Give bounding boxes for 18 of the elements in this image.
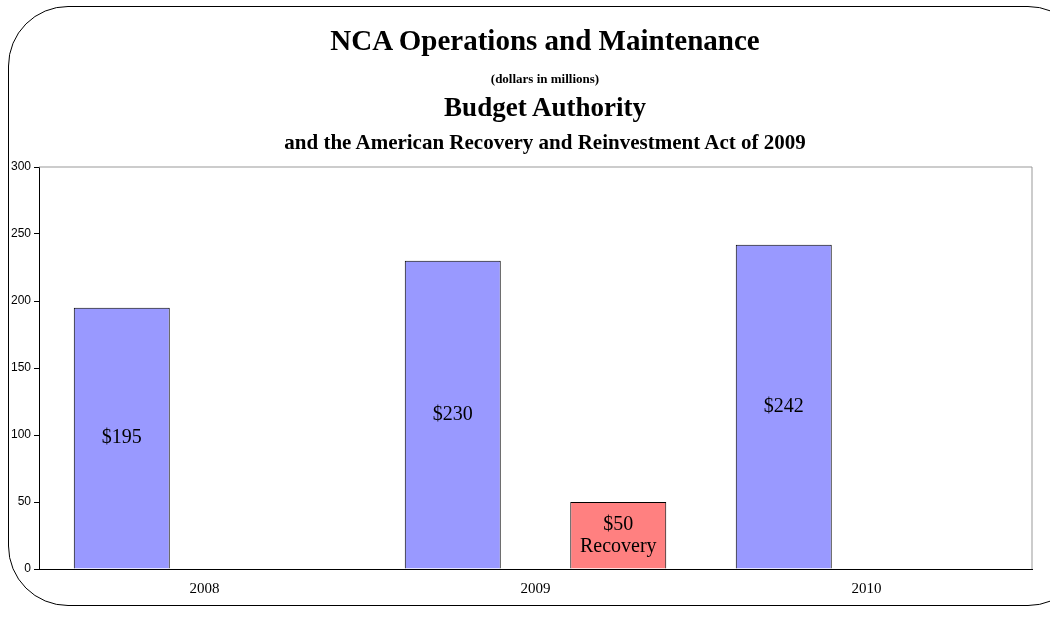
text: and the American Recovery and Reinvestment Act of 2009 <box>283 130 807 155</box>
data-label: $50 Recovery <box>579 511 657 557</box>
data-label: $230 <box>432 401 473 424</box>
x-tick-label: 2008 <box>189 579 220 596</box>
chart-subtitle: (dollars in millions) <box>489 71 601 87</box>
y-tick-label: 200 <box>10 293 32 308</box>
y-tick-label: 250 <box>10 226 32 241</box>
y-tick-label: 100 <box>10 427 32 442</box>
data-label: $242 <box>763 393 804 416</box>
x-tick-label: 2009 <box>520 579 551 596</box>
data-label: $195 <box>101 425 142 448</box>
y-tick-label: 0 <box>24 561 32 576</box>
y-tick-label: 50 <box>17 494 32 509</box>
y-tick-label: 150 <box>10 360 32 375</box>
chart-title: NCA Operations and Maintenance <box>329 24 761 57</box>
x-tick-label: 2010 <box>851 579 882 596</box>
text: Budget Authority <box>443 92 647 123</box>
y-tick-label: 300 <box>10 159 32 174</box>
